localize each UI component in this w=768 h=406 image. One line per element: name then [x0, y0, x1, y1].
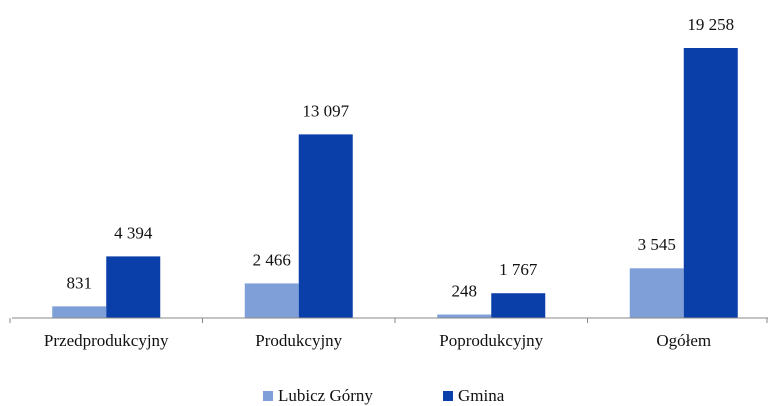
legend-label: Gmina: [458, 386, 505, 405]
value-label: 4 394: [114, 223, 153, 242]
x-tick-label: Produkcyjny: [255, 331, 342, 350]
value-label: 831: [67, 273, 93, 292]
value-label: 13 097: [302, 101, 349, 120]
value-label: 19 258: [687, 15, 734, 34]
bar: [244, 283, 299, 318]
bar: [491, 293, 546, 318]
legend-swatch: [263, 391, 273, 401]
bar: [106, 256, 161, 318]
value-label: 2 466: [253, 250, 291, 269]
x-tick-label: Przedprodukcyjny: [44, 331, 169, 350]
bar: [437, 314, 492, 318]
legend-swatch: [443, 391, 453, 401]
x-tick-label: Poprodukcyjny: [439, 331, 543, 350]
bar: [629, 268, 684, 318]
legend-label: Lubicz Górny: [278, 386, 373, 405]
bar: [52, 306, 107, 318]
value-label: 3 545: [638, 235, 676, 254]
bar: [683, 48, 738, 318]
x-tick-label: Ogółem: [656, 331, 711, 350]
bar: [298, 134, 353, 318]
value-label: 248: [452, 281, 478, 300]
value-label: 1 767: [499, 260, 538, 279]
